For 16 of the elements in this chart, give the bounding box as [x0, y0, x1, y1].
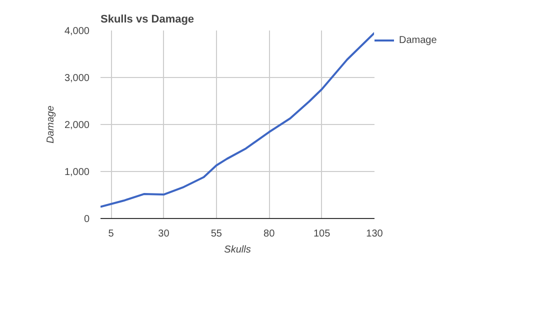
- line-series: [100, 32, 374, 208]
- y-tick-label: 4,000: [64, 26, 90, 37]
- y-axis-title: Damage: [45, 105, 56, 144]
- y-tick-label: 3,000: [64, 73, 90, 84]
- x-tick-label: 5: [108, 228, 114, 240]
- y-tick-label: 0: [84, 214, 90, 225]
- x-tick-label: 30: [158, 228, 170, 240]
- x-tick-label: 80: [264, 228, 276, 240]
- legend-label: Damage: [399, 34, 437, 46]
- chart-title: Skulls vs Damage: [100, 14, 194, 26]
- x-tick-label: 55: [210, 228, 222, 240]
- y-tick-label: 2,000: [64, 120, 90, 131]
- x-tick-label: 105: [313, 228, 331, 240]
- x-axis-title: Skulls: [224, 244, 251, 256]
- x-tick-label: 130: [366, 228, 384, 240]
- y-tick-label: 1,000: [64, 167, 90, 178]
